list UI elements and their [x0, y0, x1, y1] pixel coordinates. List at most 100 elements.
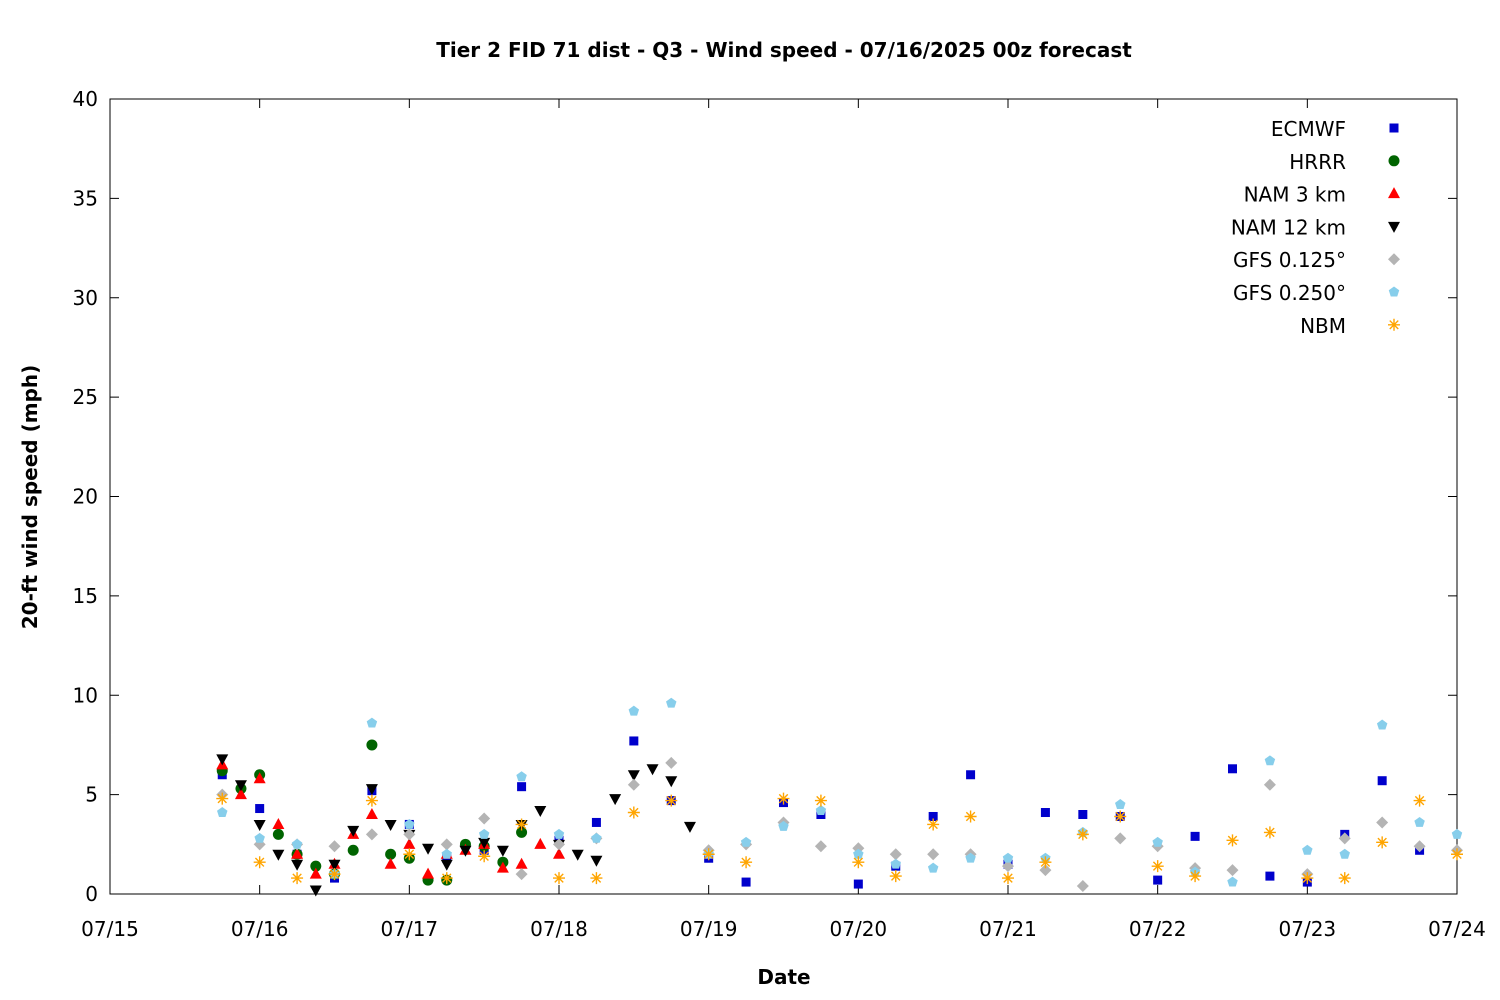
data-point: [553, 847, 565, 859]
data-point: [253, 772, 266, 784]
data-point: [553, 838, 565, 851]
series-3: [216, 754, 696, 897]
x-tick-label: 07/22: [1129, 917, 1187, 941]
data-point: [534, 806, 547, 818]
data-point: [553, 872, 565, 885]
legend-marker: [1389, 123, 1399, 133]
x-tick-label: 07/23: [1279, 917, 1337, 941]
data-point: [216, 754, 229, 766]
data-point: [459, 845, 472, 857]
data-point: [478, 828, 490, 839]
data-point: [385, 848, 397, 860]
data-point: [966, 770, 976, 780]
x-tick-label: 07/21: [979, 917, 1037, 941]
data-point: [328, 859, 341, 871]
data-point: [440, 872, 453, 885]
data-point: [515, 857, 528, 869]
data-point: [440, 859, 453, 871]
data-point: [1264, 755, 1276, 766]
series-5: [217, 697, 1463, 887]
data-point: [628, 705, 640, 716]
data-point: [309, 867, 322, 879]
data-point: [646, 764, 659, 776]
data-point: [440, 838, 453, 851]
data-point: [1040, 808, 1050, 818]
x-tick-label: 07/17: [381, 917, 439, 941]
data-point: [1226, 864, 1239, 877]
data-point: [291, 847, 304, 859]
data-point: [927, 848, 940, 861]
data-point: [347, 844, 359, 856]
data-point: [422, 843, 435, 855]
legend-marker: [1388, 187, 1400, 199]
y-tick-label: 40: [73, 87, 98, 111]
data-point: [404, 818, 415, 829]
data-point: [403, 848, 416, 861]
data-point: [1338, 832, 1351, 845]
data-point: [365, 808, 378, 819]
x-tick-label: 07/18: [530, 917, 588, 941]
data-point: [1451, 828, 1463, 839]
data-point: [478, 837, 491, 849]
chart-title: Tier 2 FID 71 dist - Q3 - Wind speed - 0…: [436, 38, 1132, 62]
data-point: [253, 819, 266, 831]
data-point: [1226, 834, 1239, 847]
data-point: [366, 717, 378, 728]
data-point: [422, 867, 435, 879]
data-point: [1376, 836, 1389, 849]
data-point: [590, 872, 603, 885]
data-point: [272, 828, 284, 840]
data-point: [1114, 832, 1127, 845]
x-axis: 07/15 07/16 07/17 07/18 07/19 07/20 07/21 07/22…: [81, 99, 1486, 941]
legend-marker: [1388, 286, 1400, 297]
y-tick-label: 0: [85, 882, 98, 906]
data-point: [928, 811, 938, 821]
data-point: [814, 794, 827, 807]
data-point: [254, 832, 265, 843]
data-points: [216, 697, 1463, 897]
data-point: [347, 825, 360, 837]
data-point: [1263, 826, 1276, 839]
data-point: [927, 862, 939, 873]
data-point: [1115, 799, 1126, 810]
data-point: [815, 805, 827, 815]
data-point: [272, 817, 285, 829]
legend-label: NAM 12 km: [1231, 215, 1346, 239]
data-point: [571, 849, 584, 861]
x-tick-label: 07/19: [680, 917, 738, 941]
data-point: [1413, 840, 1426, 853]
data-point: [1076, 880, 1089, 893]
data-point: [853, 848, 864, 859]
data-point: [1376, 816, 1389, 829]
data-point: [496, 861, 509, 873]
data-point: [403, 837, 416, 849]
data-point: [255, 804, 265, 814]
legend-label: GFS 0.250°: [1233, 281, 1346, 305]
data-point: [889, 870, 902, 883]
data-point: [1263, 778, 1276, 791]
data-point: [629, 736, 639, 746]
series-2: [216, 758, 565, 879]
data-point: [1301, 872, 1314, 885]
data-point: [1376, 719, 1388, 730]
data-point: [291, 859, 304, 871]
data-point: [517, 782, 527, 792]
data-point: [591, 832, 602, 843]
data-point: [1189, 870, 1202, 883]
legend-label: NBM: [1300, 314, 1346, 338]
data-point: [702, 848, 715, 861]
data-point: [1302, 844, 1313, 855]
data-point: [365, 794, 378, 807]
data-point: [217, 807, 228, 817]
data-point: [665, 776, 678, 788]
y-axis-label: 20-ft wind speed (mph): [18, 365, 42, 630]
data-point: [310, 860, 322, 872]
data-point: [1002, 852, 1014, 863]
data-point: [553, 828, 565, 839]
data-point: [216, 792, 229, 805]
y-tick-label: 25: [73, 385, 98, 409]
data-point: [591, 817, 601, 827]
data-point: [234, 788, 247, 800]
data-point: [740, 856, 753, 869]
